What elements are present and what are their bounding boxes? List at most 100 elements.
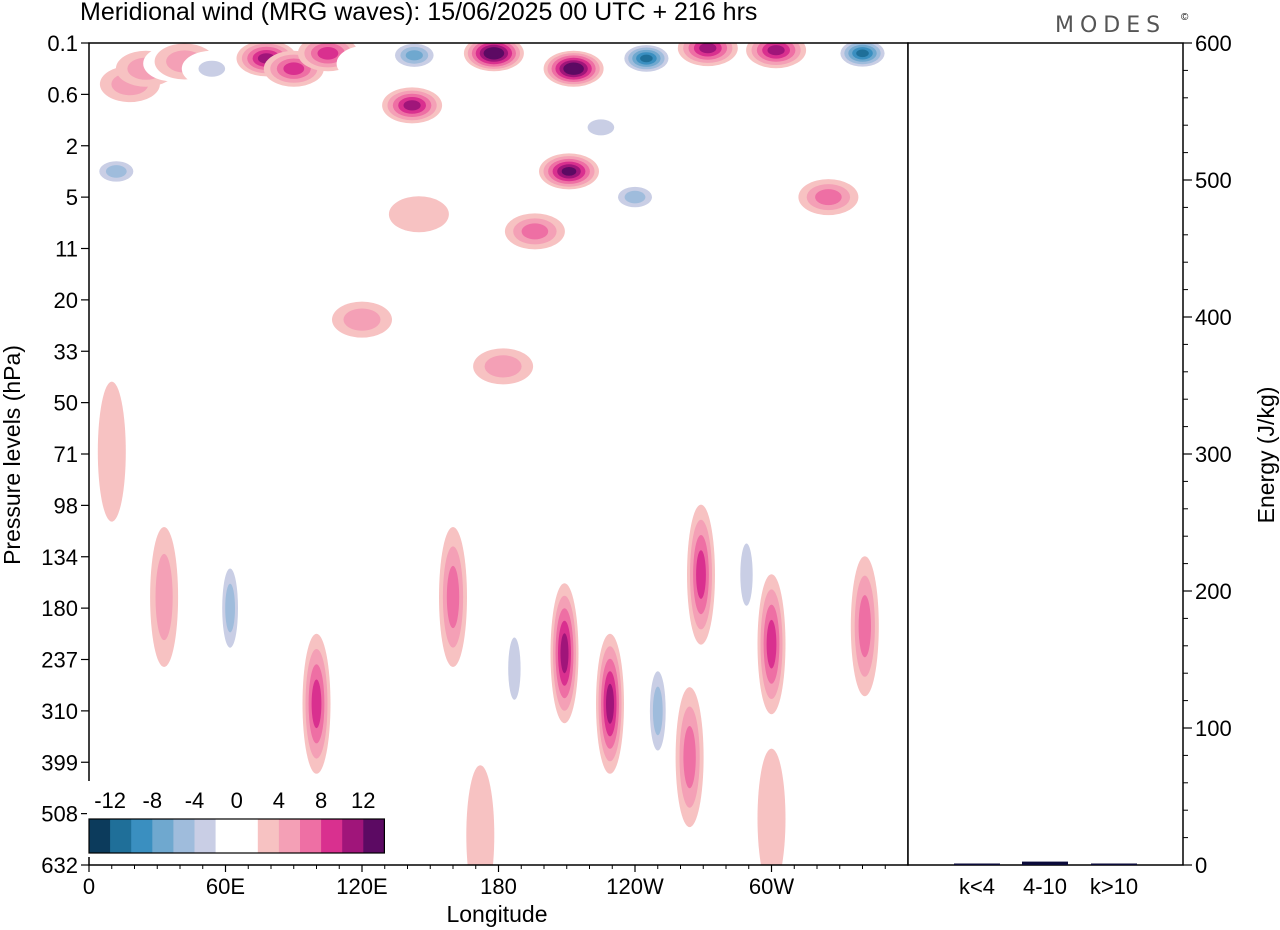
contour-level--8 (624, 190, 646, 204)
energy-category-label: 4-10 (1023, 874, 1067, 899)
contour-level-8 (696, 550, 706, 599)
wind-anomaly-48 (757, 748, 786, 865)
y-tick-label: 180 (41, 596, 78, 621)
wind-anomaly-49 (393, 702, 422, 843)
contour-level--6 (587, 119, 615, 136)
contour-level-14 (487, 49, 501, 58)
contour-level-6 (521, 223, 549, 240)
energy-bar (1022, 861, 1068, 865)
contour-level--8 (225, 583, 236, 633)
wind-anomaly-18 (702, 83, 763, 120)
y-tick-label: 20 (54, 288, 78, 313)
contour-level--4 (626, 583, 644, 670)
wind-anomaly-46 (850, 556, 879, 697)
y-tick-label: 508 (41, 802, 78, 827)
colorbar-label: -8 (143, 788, 163, 813)
wind-anomaly-50 (466, 765, 495, 865)
y-tick-label: 0.6 (47, 82, 78, 107)
wind-anomaly-14 (677, 43, 738, 67)
wind-anomaly-43 (675, 687, 704, 828)
contour-level--4 (819, 639, 838, 726)
energy-tick-label: 200 (1195, 579, 1232, 604)
colorbar-label: 0 (231, 788, 243, 813)
wind-anomaly-39 (621, 556, 649, 697)
wind-anomaly-8 (336, 45, 397, 82)
contour-level-4 (155, 553, 173, 641)
heatmap-panel (89, 43, 908, 865)
energy-tick-label: 400 (1195, 305, 1232, 330)
energy-bar (1091, 863, 1137, 865)
colorbar-swatch (194, 819, 217, 853)
y-axis-label: Pressure levels (hPa) (0, 345, 25, 565)
wind-anomaly-32 (150, 527, 179, 667)
colorbar-swatch (236, 819, 259, 853)
y-tick-label: 33 (54, 339, 78, 364)
energy-tick-label: 0 (1195, 853, 1207, 878)
contour-level--14 (640, 54, 653, 63)
contour-level-2 (757, 748, 786, 865)
wind-anomaly-6 (263, 50, 324, 87)
colorbar-label: 12 (351, 788, 375, 813)
wind-anomaly-16 (832, 43, 893, 72)
colorbar-swatch (257, 819, 280, 853)
y-tick-label: 399 (41, 750, 78, 775)
wind-anomaly-22 (798, 179, 859, 216)
y-tick-label: 632 (41, 853, 78, 878)
colorbar-legend: -12 -8 -4 0 4 8 12 (87, 781, 389, 857)
wind-anomaly-24 (388, 196, 449, 233)
wind-anomaly-45 (814, 612, 843, 753)
contour-level-6 (858, 595, 871, 658)
contour-level--4 (849, 792, 867, 865)
colorbar-swatch (363, 819, 385, 853)
wind-anomaly-12 (543, 50, 604, 87)
contour-level--4 (348, 52, 386, 75)
wind-anomaly-11 (463, 43, 524, 72)
contour-level-6 (683, 726, 696, 789)
wind-anomaly-35 (439, 527, 467, 667)
wind-anomaly-25 (191, 270, 251, 307)
wind-anomaly-19 (89, 153, 147, 190)
contour-level-10 (560, 633, 569, 674)
energy-tick-label: 100 (1195, 716, 1232, 741)
contour-level-4 (343, 308, 381, 331)
x-tick-label: 60E (206, 874, 245, 899)
energy-tick-label: 300 (1195, 442, 1232, 467)
wind-anomaly-9 (384, 43, 445, 74)
contour-level-10 (606, 683, 614, 724)
colorbar-swatch (278, 819, 301, 853)
colorbar-swatch (152, 819, 174, 853)
contour-level--6 (198, 60, 226, 77)
y-tick-label: 50 (54, 391, 78, 416)
wind-anomaly-33 (302, 633, 331, 774)
x-tick-label: 120E (336, 874, 387, 899)
contour-level--6 (508, 637, 521, 700)
y-tick-label: 134 (41, 545, 78, 570)
contour-level--10 (405, 50, 423, 61)
wind-anomaly-10 (382, 87, 443, 124)
energy-category-label: k<4 (959, 874, 995, 899)
contour-level-10 (767, 45, 785, 56)
contour-level--2 (393, 702, 422, 843)
energy-axis-label: Energy (J/kg) (1253, 387, 1279, 524)
wind-anomaly-23 (504, 213, 565, 250)
contour-level-2 (388, 196, 449, 233)
wind-anomaly-15 (746, 43, 807, 69)
wind-anomaly-30 (832, 362, 861, 502)
contour-level-8 (311, 679, 322, 729)
wind-anomaly-31 (216, 538, 245, 679)
energy-category-label: k>10 (1090, 874, 1138, 899)
colorbar-label: -4 (185, 788, 205, 813)
colorbar-swatch (215, 819, 238, 853)
wind-anomaly-4 (181, 50, 242, 87)
wind-anomaly-36 (500, 598, 529, 739)
wind-anomaly-38 (596, 633, 624, 774)
logo-mark: © (1181, 12, 1189, 23)
colorbar-swatch (131, 819, 153, 853)
contour-level-8 (317, 47, 339, 60)
x-tick-label: 0 (83, 874, 95, 899)
colorbar-swatch (89, 819, 111, 853)
contour-level-6 (446, 565, 460, 629)
contour-level-14 (567, 64, 580, 73)
